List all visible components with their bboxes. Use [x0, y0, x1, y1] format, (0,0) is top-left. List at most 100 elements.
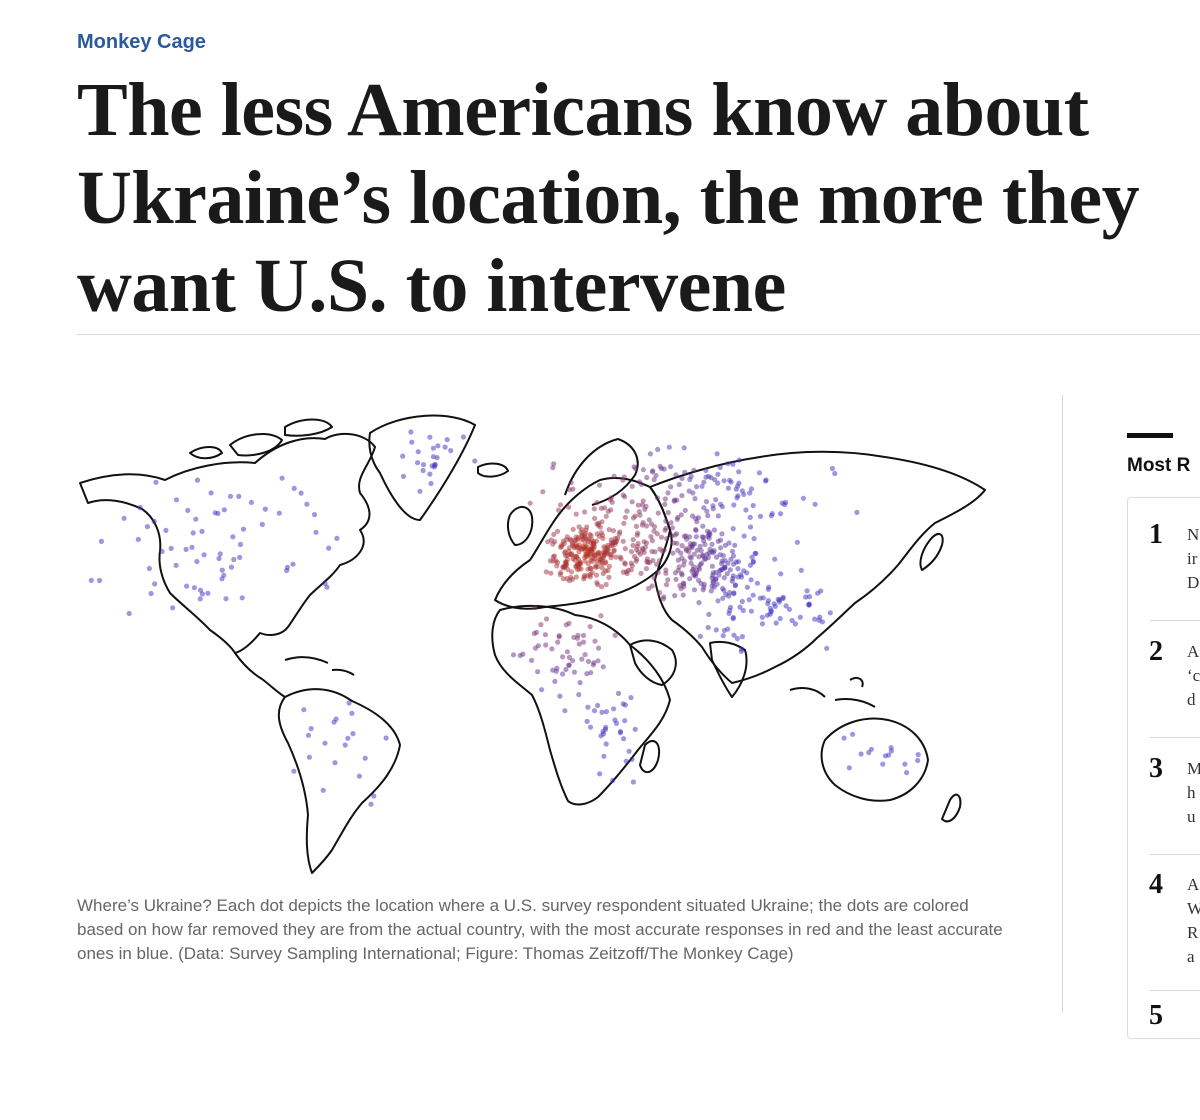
respondent-dot: [237, 554, 243, 560]
respondent-dot: [538, 622, 544, 628]
respondent-dot: [734, 636, 741, 642]
respondent-dot: [858, 751, 864, 757]
respondent-dot: [798, 567, 804, 573]
respondent-dot: [550, 558, 556, 564]
most-read-headline[interactable]: M h u: [1187, 759, 1200, 826]
respondent-dot: [686, 549, 692, 555]
respondent-dot: [557, 502, 564, 508]
respondent-dot: [594, 580, 600, 586]
most-read-item-5[interactable]: 5: [1127, 1000, 1200, 1120]
respondent-dot: [737, 604, 743, 610]
respondent-dot: [163, 527, 169, 533]
respondent-dot: [812, 616, 818, 622]
respondent-dot: [699, 483, 705, 489]
respondent-dot: [573, 574, 579, 580]
respondent-dot: [765, 586, 771, 592]
respondent-dot: [148, 590, 154, 597]
respondent-dot: [221, 507, 227, 513]
respondent-dot: [711, 527, 718, 533]
respondent-dot: [548, 570, 554, 576]
respondent-dot: [582, 652, 588, 658]
respondent-dot: [655, 569, 661, 575]
respondent-dot: [304, 501, 310, 507]
respondent-dot: [646, 517, 652, 523]
respondent-dot: [633, 523, 640, 529]
most-read-item-2[interactable]: 2 A ‘c d: [1127, 636, 1200, 756]
most-read-rank: 3: [1149, 753, 1163, 784]
respondent-dot: [290, 561, 296, 567]
respondent-dot: [748, 486, 755, 492]
most-read-item-4[interactable]: 4 A W R a: [1127, 869, 1200, 989]
respondent-dot: [598, 613, 604, 619]
respondent-dot: [778, 571, 784, 577]
respondent-dot: [630, 779, 637, 785]
north-america-outline: [79, 432, 376, 654]
respondent-dot: [629, 756, 635, 762]
respondent-dot: [660, 548, 666, 554]
respondent-dot: [595, 658, 601, 664]
respondent-dot: [400, 453, 406, 459]
section-kicker[interactable]: Monkey Cage: [77, 31, 206, 53]
respondent-dot: [732, 542, 738, 548]
respondent-dot: [305, 732, 312, 738]
respondent-dot: [743, 507, 749, 513]
respondent-dot: [718, 567, 724, 573]
respondent-dot: [349, 710, 355, 716]
respondent-dot: [649, 469, 656, 475]
respondent-dot: [750, 559, 756, 565]
respondent-dot: [427, 471, 433, 477]
most-read-headline[interactable]: A ‘c d: [1187, 642, 1200, 709]
respondent-dot: [612, 632, 618, 638]
respondent-dot: [673, 472, 679, 478]
respondent-dot: [368, 801, 374, 807]
respondent-dot: [291, 768, 297, 774]
respondent-dot: [135, 536, 141, 542]
respondent-dot: [568, 480, 574, 486]
respondent-dot: [641, 539, 647, 545]
australia-outline: [820, 717, 929, 802]
respondent-dot: [747, 490, 753, 496]
respondent-dot: [731, 502, 737, 508]
respondent-dot: [432, 462, 438, 468]
respondent-dot: [605, 508, 611, 515]
respondent-dot: [726, 593, 732, 599]
respondent-dot: [568, 569, 575, 575]
respondent-dot: [626, 748, 632, 754]
respondent-dot: [208, 490, 214, 496]
respondent-dot: [611, 548, 617, 554]
respondent-dot: [699, 534, 705, 540]
respondent-dot: [676, 481, 682, 488]
respondent-dot: [846, 765, 852, 771]
respondent-dot: [663, 518, 669, 524]
respondent-dot: [597, 524, 603, 530]
respondent-dot: [642, 506, 648, 512]
respondent-dot: [714, 581, 720, 587]
respondent-dot: [98, 538, 104, 544]
respondent-dot: [754, 580, 761, 586]
respondent-dot: [415, 449, 421, 455]
most-read-headline[interactable]: A W R a: [1187, 875, 1200, 966]
respondent-dot: [868, 746, 875, 752]
respondent-dot: [670, 550, 676, 556]
most-read-item-1[interactable]: 1 N ir D: [1127, 519, 1200, 639]
most-read-item-3[interactable]: 3 M h u: [1127, 753, 1200, 873]
respondent-dot: [672, 570, 679, 576]
respondent-dot: [598, 505, 604, 511]
respondent-dot: [763, 478, 769, 484]
most-read-headline[interactable]: N ir D: [1187, 525, 1200, 592]
respondent-dot: [600, 549, 607, 555]
respondent-dot: [629, 483, 635, 489]
respondent-dot: [692, 571, 698, 578]
respondent-dot: [631, 464, 637, 470]
respondent-dot: [231, 556, 237, 563]
respondent-dot: [587, 574, 593, 580]
respondent-dot: [706, 529, 713, 535]
madagascar-outline: [639, 740, 661, 774]
respondent-dot: [560, 654, 566, 660]
respondent-dot: [696, 515, 702, 521]
respondent-dot: [579, 656, 585, 662]
respondent-dot: [665, 490, 671, 496]
respondent-dot: [850, 731, 856, 737]
respondent-dot: [219, 567, 225, 573]
respondent-dot: [827, 610, 833, 616]
